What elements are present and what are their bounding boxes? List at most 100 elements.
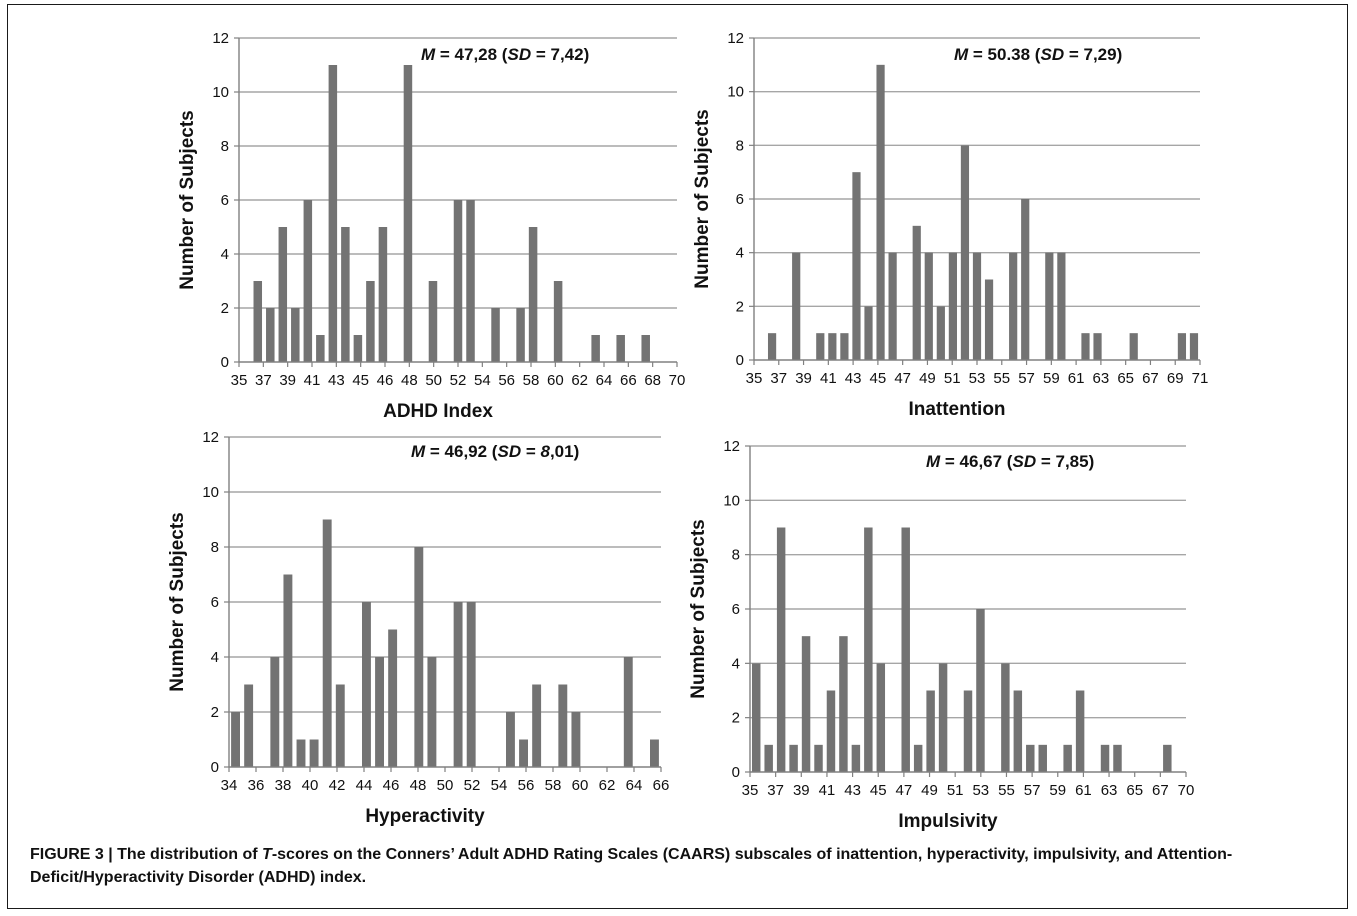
figure-caption: FIGURE 3 | The distribution of T-scores … (30, 843, 1330, 889)
bar (960, 145, 970, 360)
mean-sd-annotation: M = 47,28 (SD = 7,42) (421, 45, 589, 64)
x-tick-label: 57 (1018, 370, 1035, 387)
y-tick-label: 6 (736, 191, 744, 208)
x-tick-label: 67 (1152, 782, 1169, 799)
chart-panel-hyperactivity: 0 2 4 6 8 10 12 34 36 38 40 42 44 46 48 50 52 54 56 58 60 62 6… (151, 428, 681, 828)
x-tick-label: 61 (1075, 782, 1092, 799)
x-tick-label: 62 (599, 777, 616, 794)
x-axis-title: ADHD Index (383, 401, 493, 422)
x-tick-label: 43 (844, 782, 861, 799)
bar (616, 335, 625, 362)
bar (876, 663, 886, 772)
x-tick-label: 62 (571, 372, 588, 389)
bar (826, 690, 836, 772)
x-tick-label: 35 (231, 372, 248, 389)
bar (519, 739, 528, 767)
x-tick-label: 66 (620, 372, 637, 389)
bar (322, 519, 332, 767)
x-tick-label: 50 (437, 777, 454, 794)
x-tick-label: 66 (653, 777, 670, 794)
x-tick-label: 42 (329, 777, 346, 794)
y-tick-label: 8 (732, 547, 740, 564)
x-tick-label: 45 (870, 782, 887, 799)
bar (1057, 252, 1066, 360)
bar (864, 527, 873, 772)
bar (375, 657, 384, 767)
chart-panel-impulsivity: 0 2 4 6 8 10 12 35 37 39 41 43 45 47 49 51 53 55 57 59 61 63 6… (680, 430, 1210, 832)
bar (767, 333, 777, 360)
y-tick-label: 4 (221, 246, 229, 263)
bar (764, 744, 773, 772)
x-tick-label: 46 (377, 372, 394, 389)
x-tick-label: 56 (518, 777, 535, 794)
bar (1129, 333, 1138, 360)
bar (558, 684, 568, 767)
x-tick-label: 59 (1043, 370, 1060, 387)
bar (840, 333, 849, 360)
x-tick-label: 68 (644, 372, 661, 389)
bar (231, 712, 240, 767)
x-tick-label: 58 (523, 372, 540, 389)
x-tick-label: 40 (302, 777, 319, 794)
caption-lead: FIGURE 3 | The distribution of (30, 846, 263, 863)
bar (912, 225, 921, 360)
y-tick-label: 2 (211, 704, 219, 721)
bar (936, 306, 945, 360)
bar (972, 252, 982, 360)
bar (491, 308, 500, 362)
x-tick-label: 39 (279, 372, 296, 389)
x-tick-label: 51 (944, 370, 961, 387)
x-tick-label: 54 (474, 372, 491, 389)
x-tick-label: 46 (383, 777, 400, 794)
x-tick-label: 38 (275, 777, 292, 794)
x-tick-label: 65 (1117, 370, 1134, 387)
x-tick-label: 44 (356, 777, 373, 794)
x-tick-label: 45 (352, 372, 369, 389)
bar (516, 308, 525, 362)
bar (278, 227, 288, 362)
x-tick-label: 49 (921, 782, 938, 799)
bar (1163, 744, 1172, 772)
x-tick-label: 39 (795, 370, 812, 387)
bar (532, 684, 542, 767)
y-tick-label: 0 (732, 764, 740, 781)
bar (913, 744, 923, 772)
y-tick-label: 0 (221, 354, 229, 371)
x-tick-label: 55 (993, 370, 1010, 387)
bar (428, 281, 438, 362)
bar (316, 335, 325, 362)
bar (938, 663, 948, 772)
bar (924, 252, 933, 360)
x-tick-label: 60 (572, 777, 589, 794)
x-tick-label: 69 (1167, 370, 1184, 387)
x-tick-label: 61 (1068, 370, 1085, 387)
x-axis-title: Impulsivity (898, 811, 998, 832)
bar (1189, 333, 1199, 360)
bar (876, 64, 885, 361)
y-tick-label: 12 (723, 438, 740, 455)
mean-sd-annotation: M = 50.38 (SD = 7,29) (954, 45, 1122, 64)
bar (1113, 744, 1122, 772)
bar (553, 281, 563, 362)
x-tick-label: 58 (545, 777, 562, 794)
x-tick-label: 43 (328, 372, 345, 389)
x-tick-label: 53 (969, 370, 986, 387)
chart-panel-adhd-index: 0 2 4 6 8 10 12 35 37 39 41 43 45 46 48 50 52 54 56 58 60 62 6… (163, 30, 688, 425)
x-tick-label: 71 (1192, 370, 1209, 387)
y-axis-title: Number of Subjects (692, 109, 713, 288)
chart-panel-inattention: 0 2 4 6 8 10 12 35 37 39 41 43 45 47 49 51 53 55 57 59 61 63 6… (692, 30, 1211, 425)
x-tick-label: 48 (401, 372, 418, 389)
x-tick-label: 41 (304, 372, 321, 389)
x-tick-label: 34 (221, 777, 238, 794)
y-tick-label: 6 (211, 594, 219, 611)
x-tick-label: 65 (1126, 782, 1143, 799)
y-tick-label: 0 (736, 352, 744, 369)
caption-t-symbol: T (262, 846, 272, 863)
x-tick-label: 43 (845, 370, 862, 387)
x-tick-label: 70 (669, 372, 686, 389)
x-tick-label: 35 (742, 782, 759, 799)
bar (851, 744, 861, 772)
y-axis-title: Number of Subjects (167, 512, 188, 691)
bar (1021, 199, 1030, 360)
